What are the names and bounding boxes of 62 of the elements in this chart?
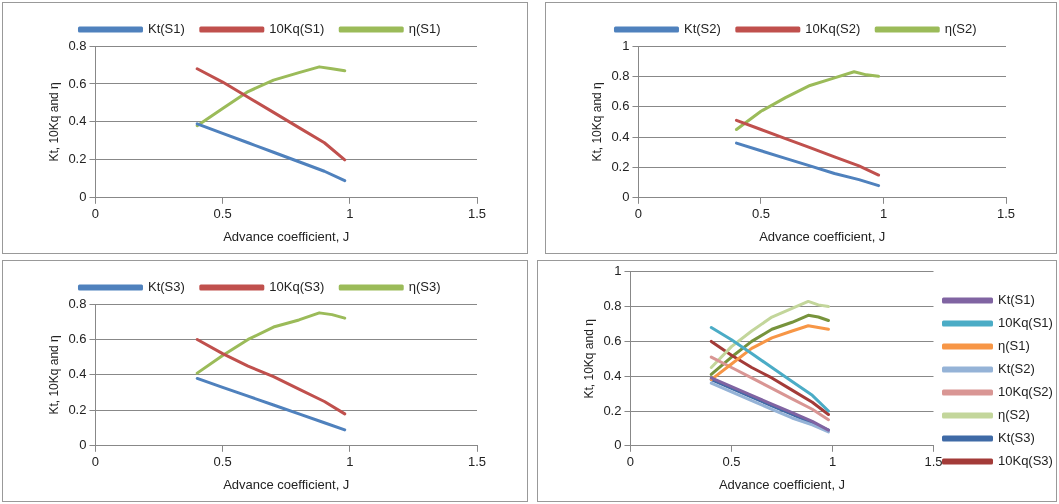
y-tick-label: 0.2	[611, 159, 630, 175]
y-axis-title: Kt, 10Kq and η	[46, 82, 61, 162]
y-axis-title: Kt, 10Kq and η	[589, 82, 604, 162]
x-axis-title: Advance coefficient, J	[718, 476, 846, 492]
x-tick-label: 1.5	[924, 454, 943, 470]
y-tick-label: 0.8	[603, 298, 622, 314]
y-tick-label: 0.6	[603, 332, 622, 348]
x-tick-label: 0.5	[213, 206, 232, 222]
legend-label: 10Kq(S2)	[998, 384, 1053, 400]
y-tick-label: 0.2	[68, 151, 87, 167]
legend-label: 10Kq(S1)	[998, 315, 1053, 331]
legend-label: Kt(S3)	[998, 430, 1035, 446]
y-tick-label: 1	[614, 263, 622, 279]
legend-label: η(S2)	[998, 407, 1030, 423]
y-tick-label: 1	[622, 37, 630, 53]
x-tick-label: 0.5	[722, 454, 741, 470]
x-tick-label: 0	[634, 206, 643, 222]
x-tick-label: 0.5	[751, 206, 771, 222]
y-tick-label: 0.4	[603, 367, 622, 383]
y-tick-label: 0.6	[68, 331, 87, 347]
legend-label: η(S1)	[408, 21, 441, 37]
y-tick-label: 0	[614, 437, 622, 453]
y-tick-label: 0.4	[68, 113, 87, 129]
y-tick-label: 0.4	[68, 366, 87, 382]
y-axis-title: Kt, 10Kq and η	[46, 335, 61, 415]
y-tick-label: 0.8	[68, 37, 87, 53]
x-tick-label: 1	[828, 454, 837, 470]
x-tick-label: 1.5	[996, 206, 1016, 222]
y-tick-label: 0	[79, 189, 87, 205]
y-tick-label: 0.8	[611, 67, 630, 83]
x-tick-label: 0.5	[213, 454, 232, 470]
legend-label: η(S1)	[998, 338, 1030, 354]
x-tick-label: 1	[346, 454, 354, 470]
y-tick-label: 0	[79, 437, 87, 453]
y-axis-title: Kt, 10Kq and η	[581, 319, 596, 399]
legend-label: Kt(S2)	[998, 361, 1035, 377]
y-tick-label: 0.2	[603, 402, 622, 418]
y-tick-label: 0.6	[611, 98, 630, 114]
x-tick-label: 0	[91, 206, 100, 222]
legend-label: Kt(S1)	[998, 292, 1035, 308]
legend-label: 10Kq(S1)	[269, 21, 325, 37]
legend-label: 10Kq(S3)	[269, 279, 325, 295]
x-tick-label: 1	[879, 206, 888, 222]
legend-label: η(S3)	[408, 279, 441, 295]
x-axis-title: Advance coefficient, J	[759, 228, 886, 244]
y-tick-label: 0.2	[68, 401, 87, 417]
legend-label: η(S2)	[944, 21, 977, 37]
x-tick-label: 1.5	[467, 206, 487, 222]
legend-label: Kt(S1)	[147, 21, 185, 37]
y-tick-label: 0	[622, 189, 630, 205]
y-tick-label: 0.4	[611, 128, 630, 144]
x-tick-label: 1.5	[467, 454, 487, 470]
x-axis-title: Advance coefficient, J	[223, 228, 350, 244]
legend-label: 10Kq(S2)	[805, 21, 861, 37]
x-tick-label: 0	[91, 454, 100, 470]
legend-label: 10Kq(S3)	[998, 453, 1053, 469]
legend-label: Kt(S3)	[147, 279, 185, 295]
y-tick-label: 0.6	[68, 75, 87, 91]
y-tick-label: 0.8	[68, 295, 87, 311]
x-tick-label: 1	[346, 206, 354, 222]
legend-label: Kt(S2)	[683, 21, 721, 37]
x-axis-title: Advance coefficient, J	[223, 476, 350, 492]
